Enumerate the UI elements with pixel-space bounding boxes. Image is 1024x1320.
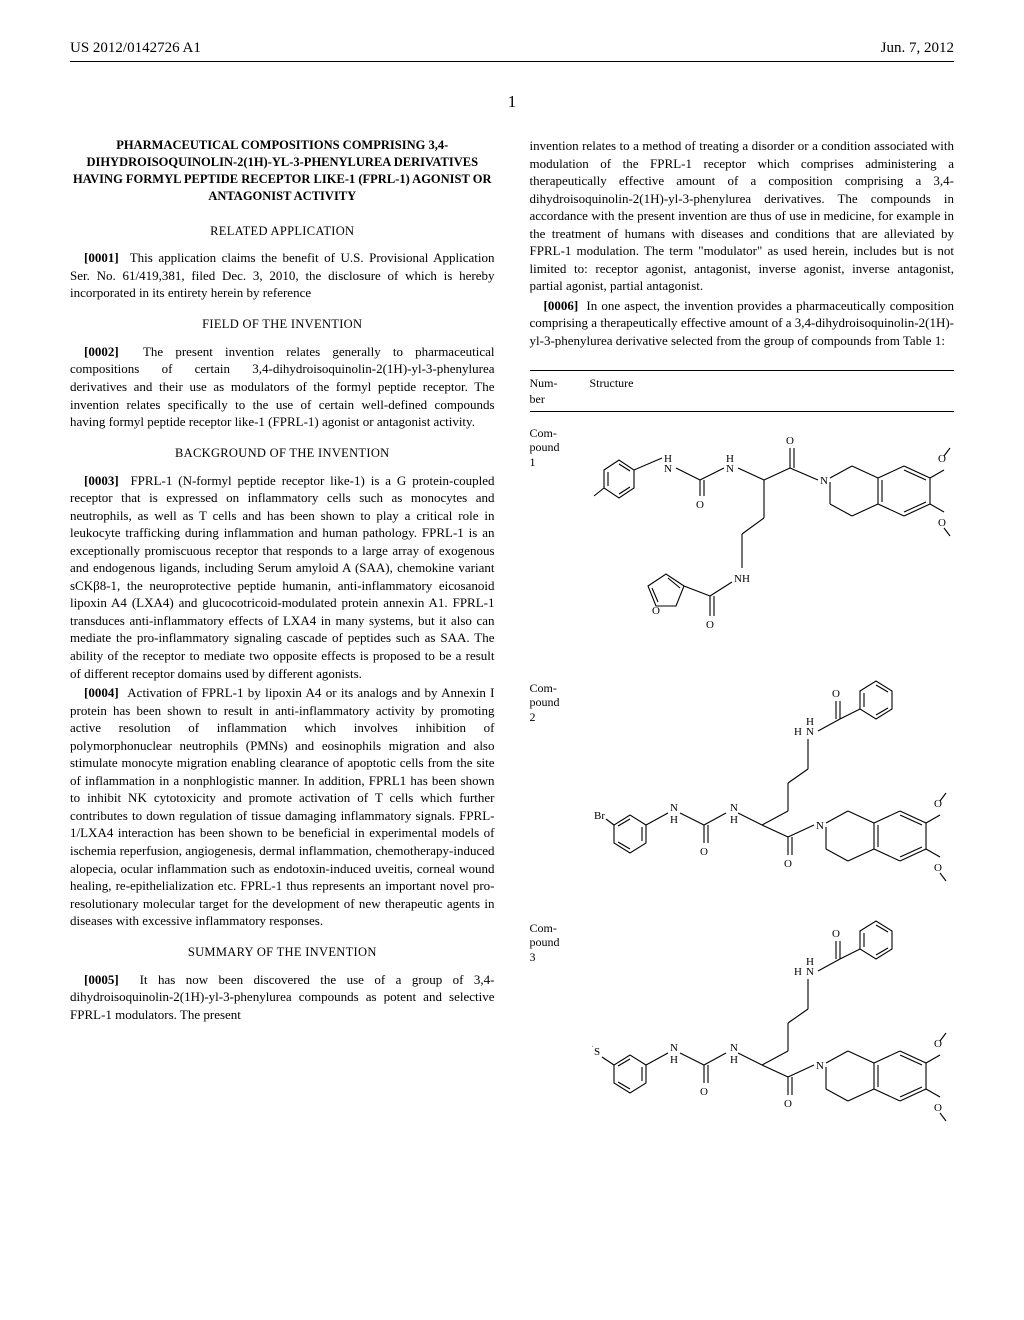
- table-row: Com- pound 3 O N H H: [530, 913, 955, 1143]
- svg-text:O: O: [652, 605, 660, 617]
- svg-text:O: O: [696, 499, 704, 511]
- table-col-number: Num- ber: [530, 375, 590, 407]
- table-col-structure: Structure: [590, 375, 955, 407]
- section-heading-field: FIELD OF THE INVENTION: [70, 316, 495, 333]
- section-heading-background: BACKGROUND OF THE INVENTION: [70, 445, 495, 462]
- publication-date: Jun. 7, 2012: [881, 40, 954, 57]
- para-text: The present invention relates generally …: [70, 344, 495, 429]
- svg-text:N: N: [670, 1042, 678, 1054]
- chemical-structure-2: O N H H N: [590, 673, 955, 903]
- structure-svg: H N O H N: [592, 418, 952, 663]
- right-column: invention relates to a method of treatin…: [530, 137, 955, 1153]
- paragraph: [0005] It has now been discovered the us…: [70, 971, 495, 1024]
- svg-text:N: N: [816, 820, 824, 832]
- paragraph: [0001] This application claims the benef…: [70, 249, 495, 302]
- svg-text:O: O: [784, 1098, 792, 1110]
- svg-text:O: O: [832, 928, 840, 940]
- svg-text:O: O: [784, 858, 792, 870]
- structure-svg: O N H H N: [592, 673, 952, 903]
- table-header-row: Num- ber Structure: [530, 370, 955, 412]
- svg-text:O: O: [700, 846, 708, 858]
- svg-text:H: H: [670, 1054, 678, 1066]
- compound-label: Com- pound 1: [530, 418, 590, 469]
- compound-label: Com- pound 3: [530, 913, 590, 964]
- patent-page: US 2012/0142726 A1 Jun. 7, 2012 1 PHARMA…: [0, 0, 1024, 1193]
- paragraph: [0004] Activation of FPRL-1 by lipoxin A…: [70, 684, 495, 930]
- table-row: Com- pound 1 H N: [530, 418, 955, 663]
- para-number: [0004]: [84, 685, 119, 700]
- svg-text:O: O: [938, 517, 946, 529]
- structure-svg: O N H H N: [592, 913, 952, 1143]
- svg-text:H: H: [806, 716, 814, 728]
- svg-text:N: N: [726, 463, 734, 475]
- svg-text:O: O: [934, 1102, 942, 1114]
- para-text: Activation of FPRL-1 by lipoxin A4 or it…: [70, 685, 495, 928]
- chemical-structure-1: H N O H N: [590, 418, 955, 663]
- paragraph-continuation: invention relates to a method of treatin…: [530, 137, 955, 295]
- para-number: [0003]: [84, 473, 119, 488]
- svg-text:N: N: [730, 1042, 738, 1054]
- svg-text:N: N: [670, 802, 678, 814]
- svg-text:NH: NH: [734, 573, 750, 585]
- svg-text:H: H: [670, 814, 678, 826]
- para-text: This application claims the benefit of U…: [70, 250, 495, 300]
- two-column-layout: PHARMACEUTICAL COMPOSITIONS COMPRISING 3…: [70, 137, 954, 1153]
- svg-text:O: O: [700, 1086, 708, 1098]
- page-header: US 2012/0142726 A1 Jun. 7, 2012: [70, 40, 954, 57]
- left-column: PHARMACEUTICAL COMPOSITIONS COMPRISING 3…: [70, 137, 495, 1153]
- publication-number: US 2012/0142726 A1: [70, 40, 201, 57]
- paragraph: [0002] The present invention relates gen…: [70, 343, 495, 431]
- para-number: [0001]: [84, 250, 119, 265]
- patent-title: PHARMACEUTICAL COMPOSITIONS COMPRISING 3…: [70, 137, 495, 205]
- para-text: It has now been discovered the use of a …: [70, 972, 495, 1022]
- svg-text:O: O: [832, 688, 840, 700]
- svg-text:H: H: [806, 956, 814, 968]
- svg-text:S: S: [594, 1046, 600, 1058]
- svg-text:Br: Br: [594, 810, 605, 822]
- svg-text:N: N: [664, 463, 672, 475]
- para-number: [0002]: [84, 344, 119, 359]
- paragraph: [0006] In one aspect, the invention prov…: [530, 297, 955, 350]
- para-number: [0006]: [544, 298, 579, 313]
- compound-label: Com- pound 2: [530, 673, 590, 724]
- svg-text:H: H: [730, 814, 738, 826]
- header-rule: [70, 61, 954, 62]
- para-text: FPRL-1 (N-formyl peptide receptor like-1…: [70, 473, 495, 681]
- page-number: 1: [70, 92, 954, 112]
- svg-text:N: N: [816, 1060, 824, 1072]
- svg-text:N: N: [730, 802, 738, 814]
- svg-text:H: H: [730, 1054, 738, 1066]
- paragraph: [0003] FPRL-1 (N-formyl peptide receptor…: [70, 472, 495, 683]
- table-row: Com- pound 2 O N H H: [530, 673, 955, 903]
- chemical-structure-3: O N H H N: [590, 913, 955, 1143]
- svg-text:O: O: [934, 862, 942, 874]
- svg-text:N: N: [820, 475, 828, 487]
- para-number: [0005]: [84, 972, 119, 987]
- svg-text:H: H: [794, 726, 802, 738]
- para-text: In one aspect, the invention provides a …: [530, 298, 955, 348]
- svg-text:O: O: [786, 435, 794, 447]
- section-heading-related: RELATED APPLICATION: [70, 223, 495, 240]
- svg-text:H: H: [794, 966, 802, 978]
- section-heading-summary: SUMMARY OF THE INVENTION: [70, 944, 495, 961]
- svg-text:O: O: [706, 619, 714, 631]
